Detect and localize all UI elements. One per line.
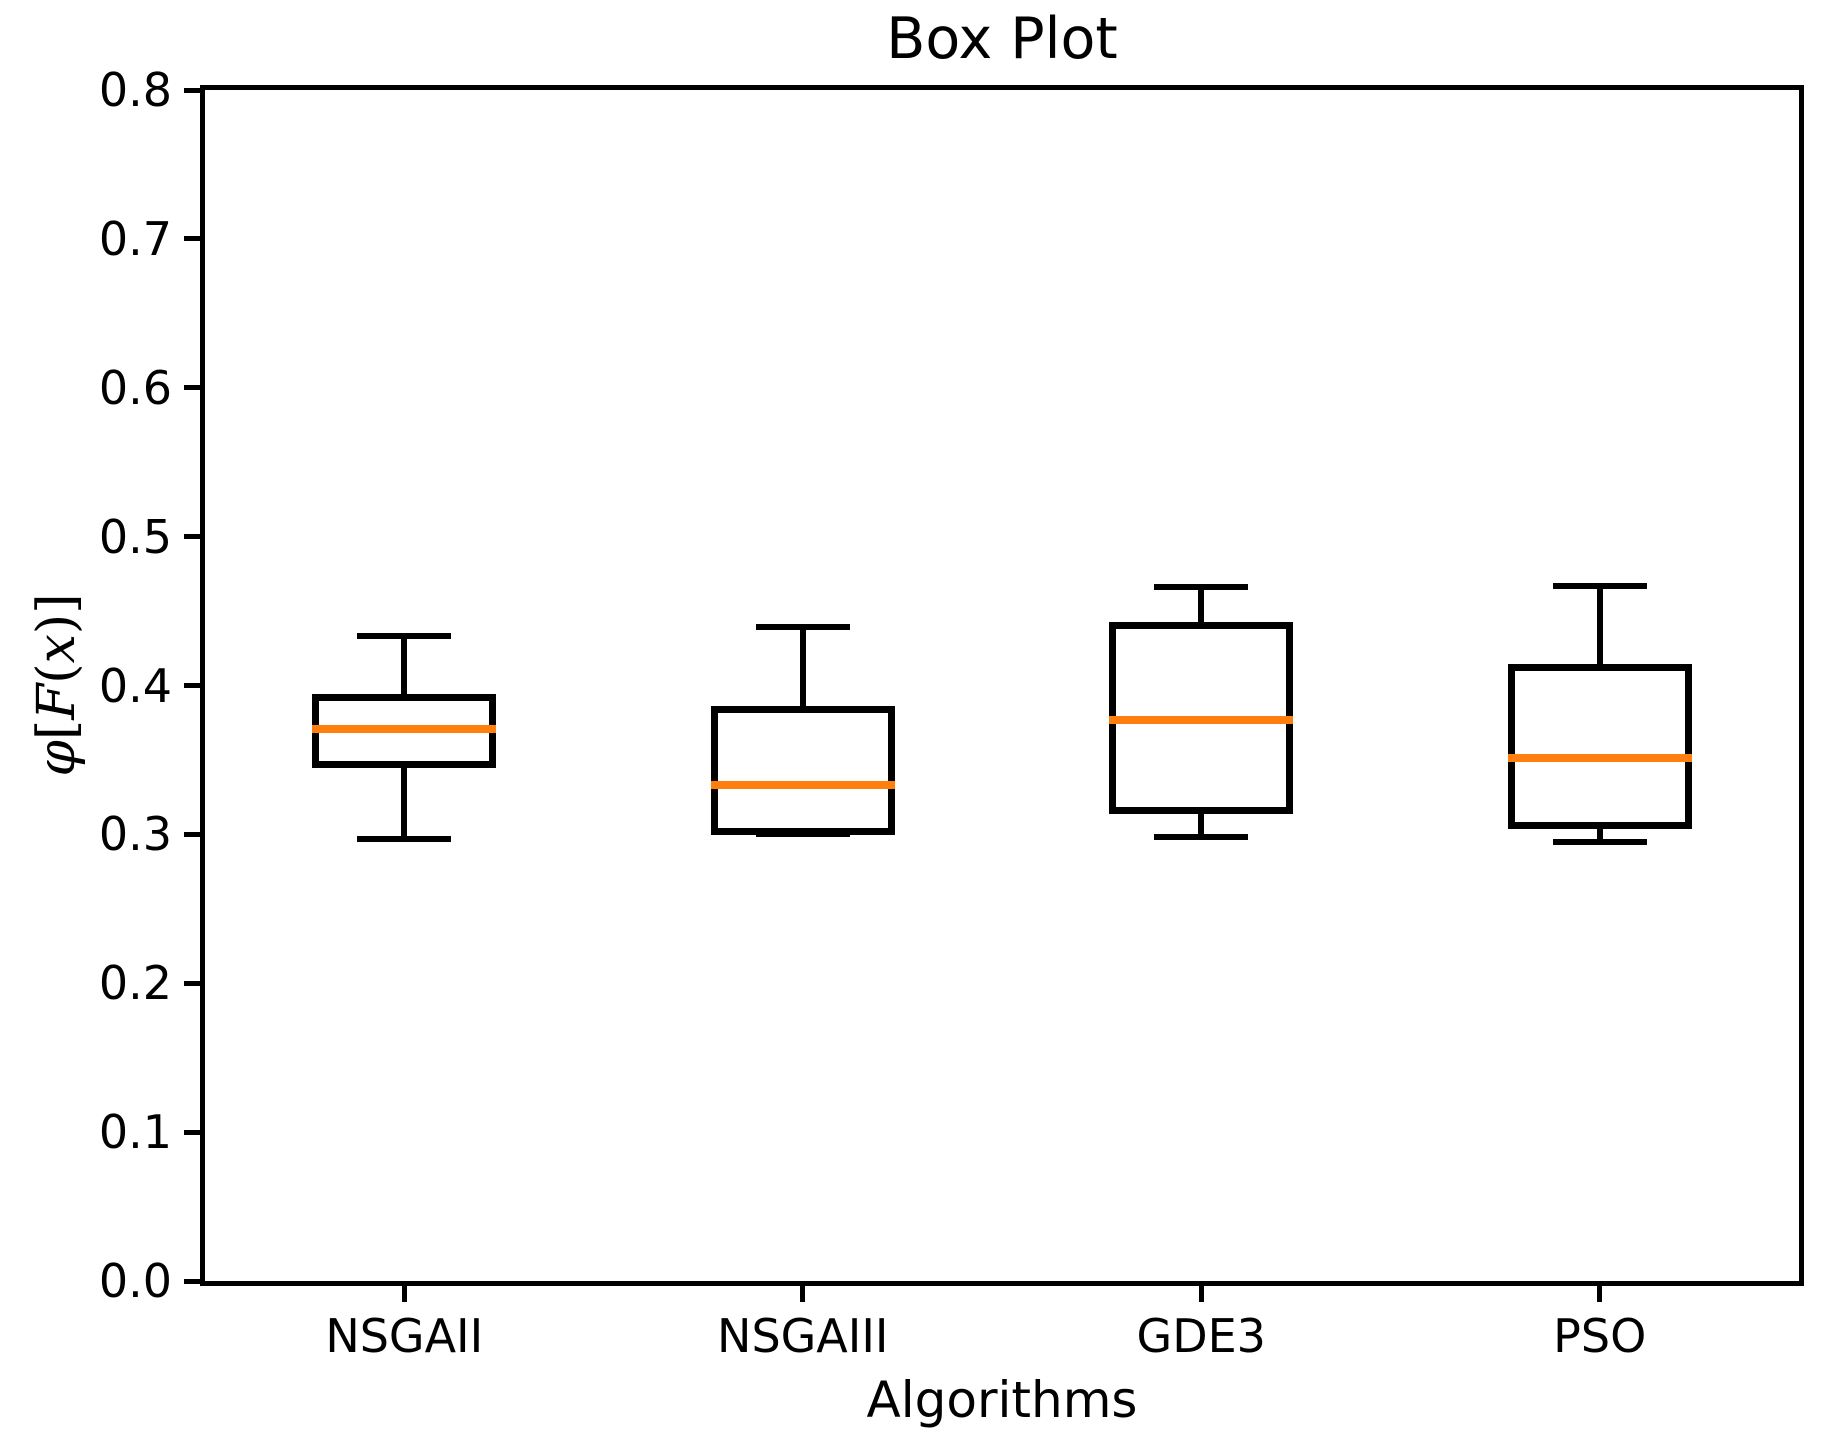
cap-lower-PSO: [1552, 838, 1647, 845]
median-NSGAII: [312, 724, 497, 733]
y-tick-mark-0.4: [184, 683, 200, 688]
cap-upper-NSGAIII: [755, 624, 850, 631]
y-tick-mark-0.7: [184, 236, 200, 242]
whisker-upper-NSGAII: [401, 636, 408, 698]
median-PSO: [1507, 754, 1692, 763]
box-PSO: [1507, 664, 1692, 829]
y-axis-label: φ[F(x)]: [27, 535, 87, 835]
y-label-lparen: (: [27, 663, 87, 684]
x-tick-label-PSO: PSO: [1553, 1309, 1647, 1363]
y-tick-label-0.2: 0.2: [98, 956, 172, 1011]
y-tick-label-0.6: 0.6: [98, 360, 172, 415]
x-tick-mark-PSO: [1597, 1286, 1603, 1302]
y-tick-label-0.8: 0.8: [98, 63, 172, 117]
y-tick-mark-0.0: [184, 1278, 200, 1284]
y-tick-label-0.4: 0.4: [98, 658, 172, 713]
y-tick-label-0.7: 0.7: [98, 211, 172, 266]
y-label-phi: φ: [27, 740, 87, 777]
y-tick-label-0.1: 0.1: [98, 1105, 172, 1160]
chart-title: Box Plot: [886, 6, 1118, 72]
y-tick-label-0.0: 0.0: [98, 1254, 172, 1308]
median-NSGAIII: [710, 781, 895, 790]
x-tick-mark-NSGAIII: [800, 1286, 806, 1302]
cap-upper-GDE3: [1154, 584, 1249, 591]
y-tick-mark-0.8: [184, 87, 200, 93]
cap-upper-PSO: [1552, 582, 1647, 589]
x-tick-mark-GDE3: [1198, 1286, 1204, 1302]
x-tick-label-NSGAII: NSGAII: [325, 1309, 484, 1363]
box-NSGAIII: [710, 705, 895, 835]
whisker-upper-GDE3: [1198, 587, 1205, 626]
y-tick-mark-0.3: [184, 831, 200, 837]
y-label-F: F: [27, 683, 87, 720]
y-tick-mark-0.2: [184, 980, 200, 986]
whisker-lower-NSGAII: [401, 764, 408, 839]
cap-upper-NSGAII: [357, 633, 452, 640]
whisker-lower-GDE3: [1198, 810, 1205, 838]
x-axis-label: Algorithms: [866, 1371, 1138, 1429]
cap-lower-GDE3: [1154, 834, 1249, 841]
x-tick-mark-NSGAII: [401, 1286, 407, 1302]
y-tick-mark-0.1: [184, 1129, 200, 1135]
cap-lower-NSGAII: [357, 835, 452, 842]
y-tick-mark-0.6: [184, 385, 200, 391]
plot-area: 0.0 0.1 0.2 0.3 0.4 0.5 0.6 0.7 0.8 NSGAII NSGAII…: [27, 67, 1804, 1427]
median-GDE3: [1109, 715, 1294, 724]
y-tick-label-0.3: 0.3: [98, 807, 172, 862]
x-tick-label-GDE3: GDE3: [1136, 1309, 1266, 1363]
x-tick-label-NSGAIII: NSGAIII: [717, 1309, 889, 1363]
y-tick-label-0.5: 0.5: [98, 509, 172, 564]
y-label-lbracket: [: [27, 719, 87, 741]
y-label-rparen: ): [27, 613, 87, 635]
whisker-upper-NSGAIII: [799, 627, 806, 710]
y-label-x: x: [27, 634, 87, 664]
whisker-upper-PSO: [1596, 585, 1603, 668]
y-tick-mark-0.5: [184, 534, 200, 540]
y-label-rbracket: ]: [27, 593, 87, 614]
whisker-lower-PSO: [1596, 825, 1603, 842]
